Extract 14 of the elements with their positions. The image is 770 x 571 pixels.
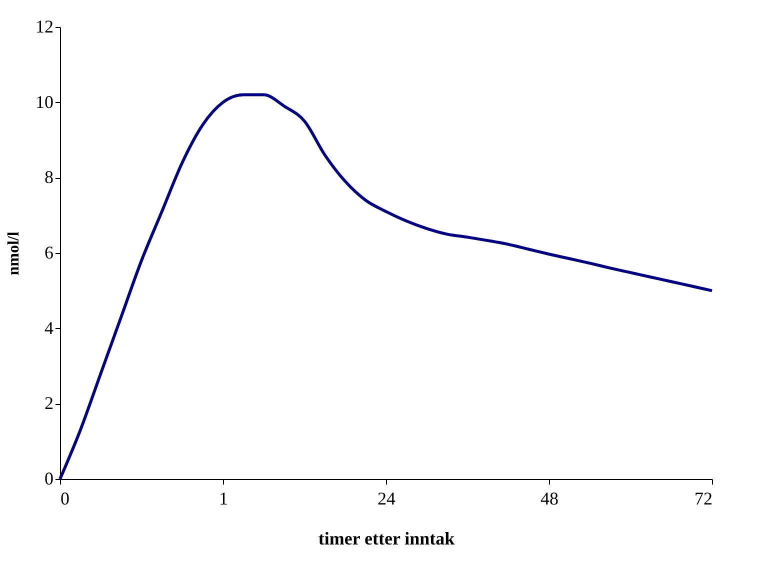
- x-tick-label: 0: [60, 488, 70, 508]
- y-tick-label: 4: [44, 318, 54, 338]
- y-tick-label: 10: [36, 92, 54, 112]
- x-axis-title: timer etter inntak: [318, 528, 455, 548]
- y-tick-label: 12: [36, 16, 54, 36]
- x-tick-label: 48: [540, 488, 558, 508]
- y-tick-label: 8: [44, 167, 54, 188]
- x-tick-label: 72: [694, 488, 712, 508]
- y-tick-label: 6: [44, 242, 54, 262]
- x-tick-label: 24: [378, 488, 396, 508]
- y-tick-label: 0: [44, 468, 54, 488]
- y-axis-title: nmol/l: [6, 231, 22, 276]
- y-tick-label: 2: [44, 393, 54, 414]
- x-tick-label: 1: [219, 488, 228, 508]
